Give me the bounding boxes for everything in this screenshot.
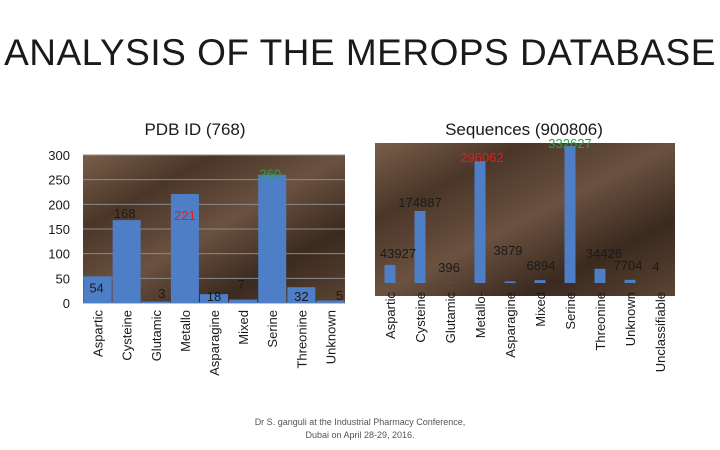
pdb-y-tick-label: 250: [48, 173, 70, 188]
pdb-bar: [200, 294, 228, 303]
pdb-data-label: 5: [336, 288, 343, 303]
pdb-data-label: 32: [294, 289, 308, 304]
sequences-data-labels: 43927 174887 396 296062 3879 6894 332627 344267…: [380, 136, 660, 275]
sequences-category-label: Mixed: [533, 292, 548, 327]
sequences-category-label: Serine: [563, 292, 578, 330]
pdb-y-tick-label: 150: [48, 222, 70, 237]
sequences-data-label: 34426: [586, 246, 622, 261]
pdb-bar: [83, 276, 112, 303]
pdb-data-label: 168: [114, 206, 136, 221]
pdb-category-label: Cysteine: [120, 310, 135, 361]
sequences-data-label: 396: [438, 260, 460, 275]
pdb-y-tick-label: 300: [48, 148, 70, 163]
pdb-chart-title: PDB ID (768): [144, 120, 245, 139]
sequences-data-label: 296062: [460, 150, 503, 165]
sequences-data-label: 332627: [548, 136, 591, 151]
sequences-category-label: Metallo-: [473, 292, 488, 338]
pdb-category-label: Asparagine: [207, 310, 222, 376]
pdb-y-tick-label: 50: [56, 271, 70, 286]
pdb-data-label: 3: [158, 286, 165, 301]
pdb-category-label: Aspartic: [91, 310, 106, 357]
pdb-y-tick-label: 0: [63, 296, 70, 311]
sequences-chart-title: Sequences (900806): [445, 120, 603, 139]
sequences-bar: [624, 279, 636, 284]
sequences-category-label: Unknown: [623, 292, 638, 346]
pdb-bar: [170, 193, 199, 303]
sequences-bar: [594, 268, 606, 284]
sequences-category-label: Glutamic: [443, 292, 458, 344]
sequences-category-axis: Aspartic Cysteine Glutamic Metallo- Asparagi…: [383, 292, 668, 373]
sequences-data-label: 174887: [398, 195, 441, 210]
pdb-bar: [258, 174, 287, 303]
pdb-category-label: Metallo: [178, 310, 193, 352]
sequences-data-label: 3879: [494, 243, 523, 258]
pdb-bar: [316, 300, 345, 303]
sequences-bars: [384, 146, 666, 284]
sequences-category-label: Threonine: [593, 292, 608, 351]
sequences-category-label: Aspartic: [383, 292, 398, 339]
sequences-category-label: Cysteine: [413, 292, 428, 343]
pdb-category-label: Mixed: [236, 310, 251, 345]
footer-credit: Dr S. ganguli at the Industrial Pharmacy…: [254, 417, 466, 440]
pdb-bar: [287, 287, 316, 303]
pdb-data-label: 54: [89, 280, 103, 295]
pdb-category-label: Glutamic: [149, 310, 164, 362]
sequences-data-label: 7704: [614, 258, 643, 273]
pdb-category-label: Threonine: [294, 310, 309, 369]
pdb-data-label: 18: [207, 289, 221, 304]
pdb-category-label: Serine: [265, 310, 280, 348]
pdb-y-tick-label: 100: [48, 247, 70, 262]
pdb-category-label: Unknown: [323, 310, 338, 364]
sequences-chart: Sequences (900806) 43927 174887 396 296062 3…: [375, 120, 675, 372]
pdb-bars: [83, 174, 345, 303]
sequences-bar: [564, 146, 576, 284]
pdb-category-axis: Aspartic Cysteine Glutamic Metallo Asparagin…: [91, 310, 339, 376]
pdb-data-label: 260: [259, 167, 281, 182]
sequences-category-label: Unclassifiable: [653, 292, 668, 372]
sequences-bar: [414, 210, 426, 284]
sequences-data-label: 4: [652, 259, 659, 274]
pdb-data-labels: 54 168 3 221 18 7 260 32 5: [89, 167, 343, 304]
pdb-data-label: 7: [237, 277, 244, 292]
pdb-bar: [141, 301, 170, 303]
pdb-bar: [229, 299, 258, 303]
pdb-y-tick-label: 200: [48, 197, 70, 212]
sequences-bar: [534, 280, 546, 284]
sequences-bar: [384, 264, 396, 284]
sequences-data-label: 6894: [527, 258, 556, 273]
sequences-data-label: 43927: [380, 246, 416, 261]
sequences-category-label: Asparagine: [503, 292, 518, 358]
pdb-y-axis: 0 50 100 150 200 250 300: [48, 148, 70, 311]
sequences-bar: [504, 281, 516, 284]
slide-title: ANALYSIS OF THE MEROPS DATABASE: [4, 32, 716, 73]
sequences-bar: [474, 161, 486, 284]
pdb-bar: [112, 220, 141, 303]
pdb-data-label: 221: [174, 208, 196, 223]
